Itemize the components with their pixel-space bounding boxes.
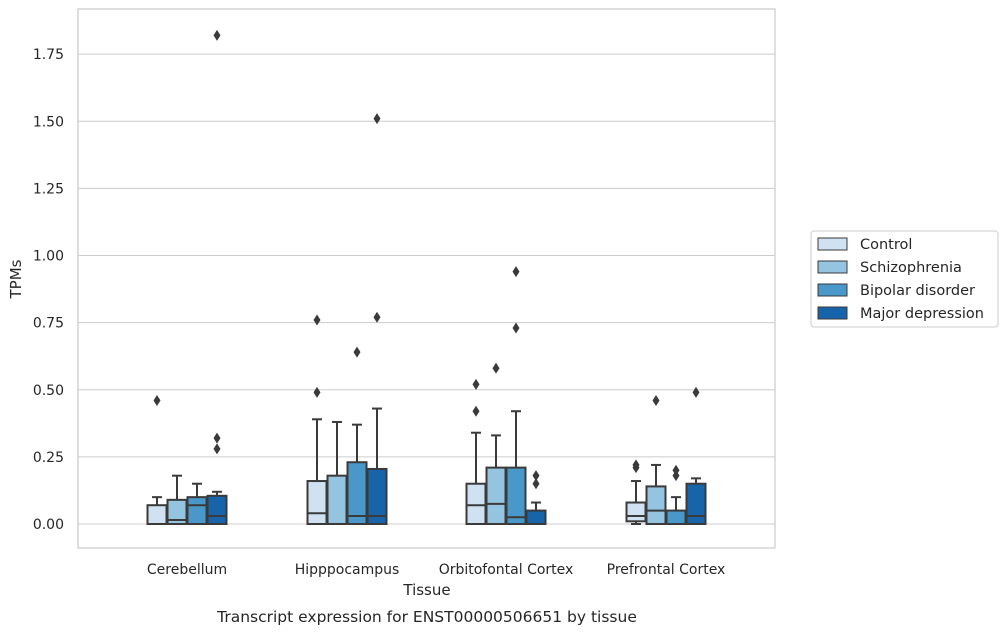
outlier-point [512, 266, 520, 278]
iqr-box [485, 466, 507, 525]
legend-label: Control [860, 237, 912, 253]
legend-frame [810, 230, 999, 328]
y-tick-label: 0.00 [33, 517, 64, 533]
x-tick-label: Orbitofontal Cortex [439, 562, 574, 578]
legend-items: Control Schizophrenia Bipolar disorder Majo… [817, 237, 984, 322]
legend-label: Major depression [860, 306, 984, 322]
outlier-point [512, 322, 520, 334]
boxes [146, 29, 707, 526]
legend-swatch [817, 283, 848, 297]
outlier-point [213, 29, 221, 41]
plot-frame [77, 8, 776, 549]
legend: Control Schizophrenia Bipolar disorder Majo… [810, 230, 999, 328]
iqr-box [366, 467, 388, 525]
box-schizophrenia-3 [645, 394, 667, 526]
outlier-point [472, 378, 480, 390]
y-tick-label: 1.00 [33, 249, 64, 265]
box-control-0 [146, 394, 168, 525]
outlier-point [532, 470, 540, 482]
box-bipolar-disorder-1 [346, 346, 368, 525]
x-tick-label: Cerebellum [147, 562, 227, 578]
box-control-1 [306, 314, 328, 526]
grid-lines [78, 53, 775, 525]
legend-label: Bipolar disorder [860, 283, 975, 299]
outlier-point [632, 459, 640, 471]
outlier-point [313, 314, 321, 326]
box-major-depression-2 [525, 470, 547, 526]
iqr-box [625, 501, 647, 523]
iqr-box [525, 509, 547, 526]
y-tick-label: 0.50 [33, 383, 64, 399]
outlier-point [213, 432, 221, 444]
outlier-point [373, 311, 381, 323]
box-major-depression-3 [685, 386, 707, 526]
iqr-box [326, 474, 348, 526]
box-bipolar-disorder-2 [505, 266, 527, 525]
chart-caption: Transcript expression for ENST0000050665… [216, 608, 637, 626]
y-tick-label: 1.25 [33, 181, 64, 197]
legend-swatch [817, 260, 848, 274]
legend-item: Control [817, 237, 912, 253]
iqr-box [665, 509, 687, 526]
box-major-depression-1 [366, 113, 388, 525]
box-schizophrenia-0 [166, 474, 188, 525]
legend-item: Schizophrenia [817, 260, 962, 276]
outlier-point [692, 386, 700, 398]
x-tick-label: Hipppocampus [295, 562, 400, 578]
box-schizophrenia-2 [485, 362, 507, 525]
legend-swatch [817, 237, 848, 251]
y-tick-labels: 0.00 0.25 0.50 0.75 1.00 1.25 1.50 1.75 [33, 47, 64, 533]
box-schizophrenia-1 [326, 420, 348, 526]
outlier-point [313, 386, 321, 398]
iqr-box [685, 482, 707, 526]
outlier-point [652, 394, 660, 406]
outlier-point [492, 362, 500, 374]
y-axis-title: TPMs [7, 259, 25, 299]
y-tick-label: 0.75 [33, 316, 64, 332]
x-tick-label: Prefrontal Cortex [607, 562, 726, 578]
outlier-point [213, 443, 221, 455]
box-control-3 [625, 459, 647, 525]
iqr-box [186, 496, 208, 525]
x-axis-title: Tissue [402, 581, 450, 599]
legend-item: Major depression [817, 306, 984, 322]
iqr-box [146, 504, 168, 525]
iqr-box [465, 482, 487, 526]
iqr-box [645, 485, 667, 526]
outlier-point [472, 405, 480, 417]
box-major-depression-0 [206, 29, 228, 525]
box-bipolar-disorder-3 [665, 464, 687, 526]
x-tick-labels: Cerebellum Hipppocampus Orbitofontal Corte… [147, 562, 725, 578]
iqr-box [346, 461, 368, 525]
outlier-point [532, 478, 540, 490]
outlier-point [353, 346, 361, 358]
y-tick-label: 0.25 [33, 450, 64, 466]
legend-label: Schizophrenia [860, 260, 962, 276]
iqr-box [505, 466, 527, 525]
iqr-box [206, 494, 228, 525]
box-bipolar-disorder-0 [186, 482, 208, 525]
outlier-point [672, 464, 680, 476]
outlier-point [373, 113, 381, 125]
y-tick-label: 1.50 [33, 114, 64, 130]
iqr-box [306, 480, 328, 526]
box-control-2 [465, 378, 487, 526]
legend-swatch [817, 306, 848, 320]
y-tick-label: 1.75 [33, 47, 64, 63]
outlier-point [153, 394, 161, 406]
legend-item: Bipolar disorder [817, 283, 975, 299]
